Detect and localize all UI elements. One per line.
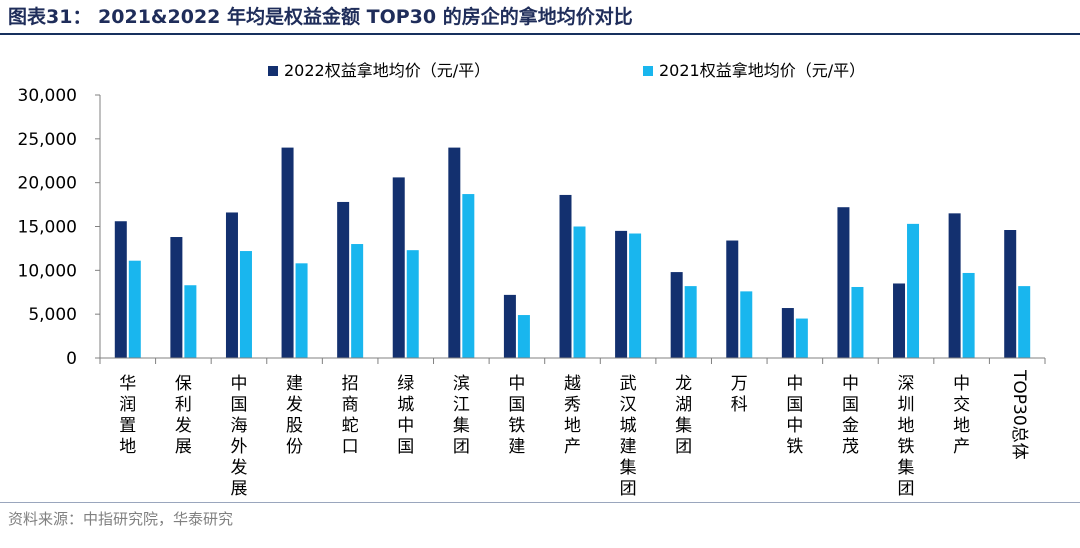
bar-2021	[462, 194, 475, 358]
bar-2021	[239, 251, 252, 358]
x-category-label: 武汉城建集团	[620, 374, 637, 499]
bar-2021	[1018, 286, 1031, 358]
legend-label-2021: 2021权益拿地均价（元/平）	[659, 61, 865, 80]
figure-title: 图表31： 2021&2022 年均是权益金额 TOP30 的房企的拿地均价对比	[8, 6, 633, 28]
y-tick-label: 0	[66, 349, 77, 369]
bar-2021	[851, 286, 864, 358]
bar-2021	[128, 260, 141, 358]
bar-2022	[225, 212, 238, 358]
chart-legend: 2022权益拿地均价（元/平） 2021权益拿地均价（元/平）	[268, 61, 865, 80]
legend-label-2022: 2022权益拿地均价（元/平）	[284, 61, 490, 80]
bar-2022	[615, 230, 628, 358]
bar-2022	[670, 272, 683, 358]
bar-2021	[184, 285, 197, 358]
bar-2022	[114, 221, 127, 358]
x-axis: 华润置地 保利发展 中国海外发展 建发股份 招商蛇口 绿城中国 滨江集团 中国铁建 越秀地产 武汉…	[99, 357, 1046, 499]
bar-2022	[559, 194, 572, 358]
x-category-label: 中国铁建	[508, 374, 525, 457]
bar-2022	[392, 177, 405, 358]
bar-2022	[948, 213, 961, 358]
legend-swatch-2021	[643, 66, 653, 76]
bar-2022	[837, 207, 850, 358]
x-category-label: 保利发展	[175, 374, 192, 457]
bar-2021	[795, 318, 808, 358]
legend-swatch-2022	[268, 66, 278, 76]
bar-2021	[406, 250, 419, 358]
bars-group	[114, 147, 1031, 358]
bar-2022	[337, 201, 350, 358]
x-category-label: 中国金茂	[842, 374, 859, 457]
bar-2021	[629, 233, 642, 358]
y-tick-label: 20,000	[18, 174, 77, 194]
source-divider	[0, 502, 1080, 503]
x-category-label: 深圳地铁集团	[898, 374, 915, 499]
source-note: 资料来源：中指研究院，华泰研究	[8, 510, 234, 528]
x-category-label: 建发股份	[286, 374, 303, 457]
bar-2022	[1004, 230, 1017, 358]
x-category-label: 中国海外发展	[230, 374, 247, 499]
x-category-label: 招商蛇口	[342, 374, 359, 457]
x-category-label: 滨江集团	[453, 374, 470, 457]
bar-2022	[893, 283, 906, 358]
bar-2022	[281, 147, 294, 358]
x-category-label: 万科	[731, 374, 748, 415]
y-tick-label: 25,000	[18, 130, 77, 150]
bar-2021	[962, 272, 975, 358]
bar-2021	[295, 263, 308, 358]
bar-2021	[907, 223, 920, 358]
y-tick-label: 5,000	[28, 305, 77, 325]
bar-2022	[448, 147, 461, 358]
bar-2021	[351, 244, 364, 358]
bar-2022	[781, 308, 794, 358]
bar-2021	[573, 226, 586, 358]
x-category-label: 中国中铁	[786, 374, 803, 457]
x-category-label: 中交地产	[953, 374, 970, 457]
x-category-label: 绿城中国	[397, 374, 414, 457]
bar-2021	[684, 286, 697, 358]
bar-chart: 2022权益拿地均价（元/平） 2021权益拿地均价（元/平） 30,000 25,…	[18, 61, 1046, 499]
title-divider	[0, 33, 1080, 35]
x-category-label: 龙湖集团	[675, 374, 692, 457]
bar-2022	[170, 237, 183, 358]
bar-2022	[503, 294, 516, 358]
y-axis: 30,000 25,000 20,000 15,000 10,000 5,000 0	[18, 86, 101, 369]
x-category-label: TOP30总体	[1009, 369, 1029, 460]
bar-2022	[726, 240, 739, 358]
bar-2021	[740, 291, 753, 358]
x-category-label: 华润置地	[119, 374, 136, 457]
x-category-label: 越秀地产	[564, 374, 581, 457]
y-tick-label: 30,000	[18, 86, 77, 106]
y-tick-label: 15,000	[18, 218, 77, 238]
y-tick-label: 10,000	[18, 261, 77, 281]
bar-2021	[517, 315, 530, 358]
